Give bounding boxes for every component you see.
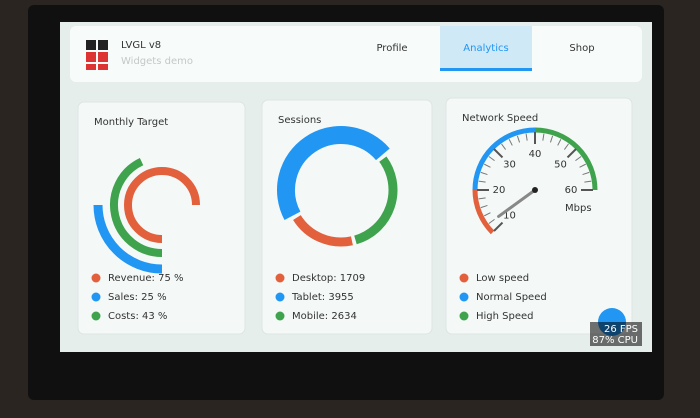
minor-tick [525, 133, 528, 141]
fps: 26 FPS [604, 324, 638, 335]
minor-tick [478, 180, 486, 183]
logo [86, 52, 96, 62]
card [77, 101, 246, 335]
gauge-zone [534, 127, 598, 191]
card-title: Sessions [278, 115, 321, 126]
minor-tick [542, 133, 545, 141]
legend-dot [91, 311, 101, 321]
needle-hub [532, 187, 538, 193]
arc [110, 157, 163, 257]
minor-tick [584, 180, 592, 183]
tab[interactable]: Profile [376, 43, 407, 54]
legend-dot [275, 311, 285, 321]
legend-dot [275, 273, 285, 283]
cpu: 87% CPU [592, 335, 638, 346]
legend-label: Costs: 43 % [108, 311, 167, 322]
minor-tick [483, 163, 491, 168]
major-tick [493, 148, 504, 159]
tab[interactable]: Shop [569, 43, 594, 54]
card-title: Monthly Target [94, 117, 168, 128]
minor-tick [575, 156, 582, 162]
tick-label: 20 [493, 185, 506, 196]
legend-label: Tablet: 3955 [291, 292, 354, 303]
minor-tick [508, 138, 513, 146]
logo [98, 64, 108, 70]
legend-dot [91, 292, 101, 302]
minor-tick [488, 218, 495, 224]
legend-label: Normal Speed [476, 292, 547, 303]
minor-tick [480, 171, 488, 176]
legend-dot [459, 311, 469, 321]
tick-label: 40 [529, 149, 542, 160]
tick-label: 50 [554, 160, 567, 171]
header-subtitle: Widgets demo [121, 56, 193, 67]
legend-label: Mobile: 2634 [292, 311, 357, 322]
unit: Mbps [565, 203, 592, 214]
logo [98, 40, 108, 50]
minor-tick [480, 204, 488, 209]
header-title: LVGL v8 [121, 40, 161, 51]
perf-bg [590, 322, 642, 346]
gauge-zone [472, 189, 495, 235]
tick-label: 60 [565, 185, 578, 196]
logo [98, 52, 108, 62]
minor-tick [563, 143, 569, 150]
tick-label: 30 [503, 160, 516, 171]
legend-label: Low speed [476, 273, 529, 284]
legend-label: High Speed [476, 311, 534, 322]
arc [124, 167, 200, 243]
legend-label: Desktop: 1709 [292, 273, 365, 284]
donut-segment [293, 215, 353, 247]
donut-segment [354, 156, 398, 245]
tick-label: 10 [503, 210, 516, 221]
legend-dot [459, 273, 469, 283]
minor-tick [501, 143, 507, 150]
minor-tick [557, 138, 562, 146]
logo [86, 40, 96, 50]
header-bar [70, 26, 642, 82]
tab-active-bg [440, 26, 532, 70]
major-tick [566, 148, 577, 159]
legend-dot [91, 273, 101, 283]
arc [93, 204, 163, 274]
tab-indicator [440, 68, 532, 71]
legend-dot [459, 292, 469, 302]
logo [86, 64, 96, 70]
legend-label: Sales: 25 % [108, 292, 167, 303]
minor-tick [478, 197, 486, 200]
needle [497, 188, 537, 218]
minor-tick [582, 171, 590, 176]
legend-dot [275, 292, 285, 302]
minor-tick [549, 135, 554, 143]
card-title: Network Speed [462, 113, 538, 124]
minor-tick [483, 212, 491, 217]
tab[interactable]: Analytics [463, 43, 508, 54]
gauge-zone [472, 127, 536, 191]
legend-label: Revenue: 75 % [108, 273, 184, 284]
minor-tick [488, 156, 495, 162]
donut-segment [277, 126, 390, 221]
minor-tick [579, 163, 587, 168]
major-tick [493, 221, 504, 232]
minor-tick [516, 135, 521, 143]
